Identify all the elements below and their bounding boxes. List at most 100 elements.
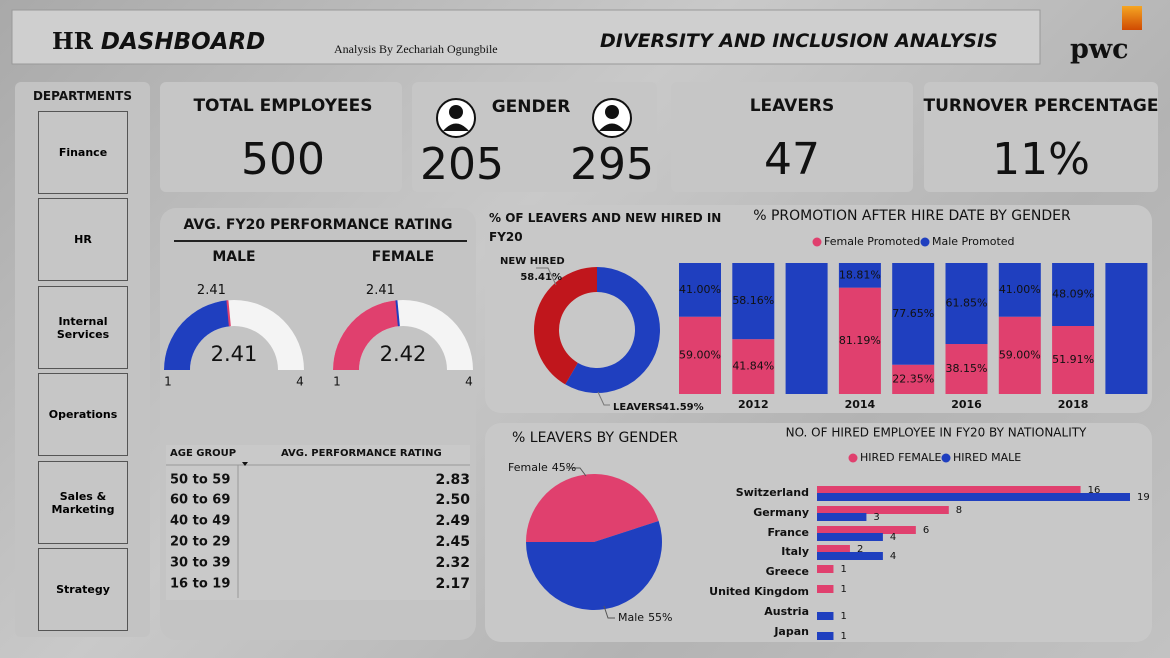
title-main: DASHBOARD: [100, 29, 266, 55]
slice-label: LEAVERS: [613, 402, 663, 413]
legend-label: HIRED MALE: [953, 451, 1021, 464]
leader-line: [597, 391, 610, 406]
chart-title: % PROMOTION AFTER HIRE DATE BY GENDER: [753, 208, 1071, 224]
gauge-max: 4: [296, 375, 304, 389]
table-cell: 20 to 29: [170, 535, 230, 550]
bar: [817, 526, 916, 534]
kpi-value: 47: [764, 134, 820, 185]
y-tick-label: Japan: [773, 625, 809, 638]
bar-label: 1: [840, 564, 846, 575]
male-icon: [592, 98, 632, 138]
donut-slice: [565, 267, 661, 394]
department-label[interactable]: Strategy: [56, 583, 110, 596]
bar-segment: [892, 263, 935, 365]
bar-label: 1: [840, 611, 846, 622]
department-button[interactable]: Finance: [38, 111, 128, 194]
table-cell: 40 to 49: [170, 514, 230, 529]
department-label[interactable]: HR: [74, 233, 92, 246]
bar-label: 8: [956, 505, 962, 516]
bar-segment: [679, 263, 721, 317]
bar: [817, 533, 883, 541]
kpi-value: 500: [241, 134, 325, 185]
y-tick-label: France: [768, 526, 809, 539]
y-tick-label: Italy: [781, 545, 809, 558]
gauge-target: [395, 300, 400, 327]
y-tick-label: Germany: [753, 506, 809, 519]
x-tick-label: 2014: [845, 398, 876, 411]
bar-label: 16: [1088, 485, 1101, 496]
table-cell: 2.45: [435, 534, 470, 550]
nav-title: DEPARTMENTS: [32, 89, 133, 103]
gauge-min: 1: [164, 375, 172, 389]
byline: Analysis By Zechariah Ogungbile: [334, 42, 498, 56]
chart-title: % OF LEAVERS AND NEW HIRED IN FY20: [489, 211, 722, 244]
bar-segment: [998, 263, 1041, 317]
gauge-fill: [333, 300, 400, 370]
kpi-value: 11%: [992, 134, 1090, 185]
kpi-label: GENDER: [492, 97, 571, 117]
bar: [817, 545, 850, 553]
bar: [817, 486, 1081, 494]
bar-label: 77.65%: [892, 307, 934, 320]
kpi-card: [924, 82, 1158, 192]
gauge-target-label: 2.41: [197, 283, 226, 298]
dashboard-title: HR DASHBOARD: [52, 28, 265, 55]
legend-label: HIRED FEMALE: [860, 451, 941, 464]
bar-label: 51.91%: [1052, 353, 1094, 366]
bar-segment: [838, 263, 881, 288]
table-cell: 2.83: [435, 472, 470, 488]
gauge-value: 2.42: [380, 342, 427, 366]
chart-title: AVG. FY20 PERFORMANCE RATING: [183, 217, 452, 233]
legend-swatch: [920, 237, 930, 247]
bar-segment: [945, 263, 988, 345]
table-cell: 2.17: [435, 576, 470, 592]
kpi-value: 295: [570, 139, 654, 190]
department-button[interactable]: HR: [38, 198, 128, 281]
bar-label: 18.81%: [839, 268, 881, 281]
pie-slice: [526, 474, 659, 542]
y-tick-label: United Kingdom: [709, 585, 809, 598]
table-cell: 50 to 59: [170, 473, 230, 488]
bar: [817, 632, 834, 640]
female-icon: [436, 98, 476, 138]
bar-segment: [838, 287, 881, 394]
bar-label: 22.35%: [892, 372, 934, 385]
chart-title: % LEAVERS BY GENDER: [512, 430, 678, 446]
slice-label: Male: [618, 611, 644, 624]
department-label[interactable]: Sales & Marketing: [51, 489, 115, 516]
department-button[interactable]: Operations: [38, 373, 128, 456]
bar: [817, 552, 883, 560]
gauge-max: 4: [465, 375, 473, 389]
donut-slice: [534, 267, 597, 385]
leader-line: [566, 467, 587, 477]
slice-label: Female: [508, 461, 548, 474]
department-label[interactable]: Internal Services: [56, 314, 110, 341]
department-button[interactable]: Strategy: [38, 548, 128, 631]
department-button[interactable]: Sales & Marketing: [38, 461, 128, 544]
table-header: AGE GROUP: [170, 448, 236, 459]
bar-segment: [785, 263, 828, 394]
slice-label: NEW HIRED: [500, 256, 565, 267]
kpi-label: LEAVERS: [750, 96, 835, 116]
kpi-value: 205: [420, 139, 504, 190]
department-label[interactable]: Operations: [48, 408, 118, 421]
slice-value: 45%: [552, 461, 576, 474]
title-prefix: HR: [52, 28, 93, 55]
bar-label: 58.16%: [732, 294, 774, 307]
gauge-value: 2.41: [211, 342, 258, 366]
bar-label: 3: [873, 512, 879, 523]
department-button[interactable]: Internal Services: [38, 286, 128, 369]
bar: [817, 585, 834, 593]
pie-slice: [526, 520, 662, 611]
bar: [817, 612, 834, 620]
table-cell: 60 to 69: [170, 493, 230, 508]
table-cell: 2.32: [435, 555, 470, 571]
bar-label: 38.15%: [946, 362, 988, 375]
legend-swatch: [812, 237, 822, 247]
kpi-label: TOTAL EMPLOYEES: [193, 96, 372, 116]
department-label[interactable]: Finance: [58, 146, 108, 159]
table-cell: 2.49: [435, 513, 470, 529]
gauge-min: 1: [333, 375, 341, 389]
gauge-name: FEMALE: [372, 249, 434, 265]
